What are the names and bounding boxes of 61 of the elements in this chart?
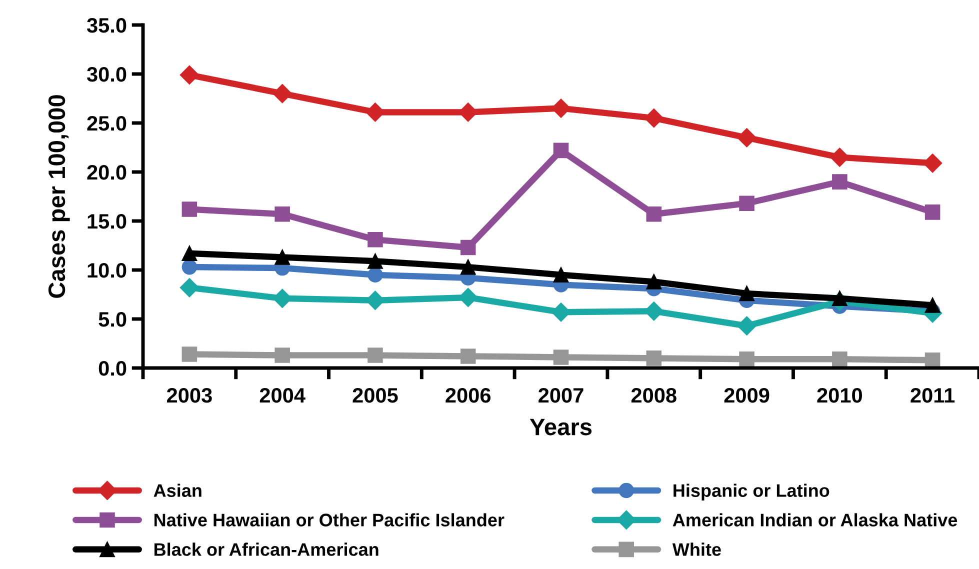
point <box>180 278 199 298</box>
point <box>739 352 754 367</box>
legend-label: White <box>672 542 721 556</box>
y-tick-label: 5.0 <box>98 312 126 327</box>
point <box>180 65 199 85</box>
point <box>646 350 662 366</box>
x-tick-label: 2003 <box>166 388 212 403</box>
x-tick-label: 2011 <box>910 388 955 403</box>
point <box>460 348 476 364</box>
point <box>460 259 476 275</box>
x-tick-label: 2006 <box>446 388 491 403</box>
point <box>368 267 383 283</box>
point <box>832 174 848 190</box>
point <box>924 204 940 220</box>
legend-label: Black or African-American <box>154 542 378 556</box>
legend-label: American Indian or Alaska Native <box>672 513 958 526</box>
point <box>272 84 292 104</box>
y-tick-label: 20.0 <box>87 165 126 180</box>
point <box>646 206 662 222</box>
point <box>739 286 754 302</box>
x-axis-title: Years <box>530 418 592 436</box>
point <box>644 108 664 128</box>
y-tick-label: 25.0 <box>87 116 126 131</box>
point <box>924 298 940 313</box>
point <box>646 274 662 290</box>
point <box>274 250 290 265</box>
point <box>182 346 198 362</box>
x-tick-label: 2005 <box>352 388 398 403</box>
point <box>737 128 756 148</box>
x-tick-label: 2007 <box>538 388 584 403</box>
legend-label: Asian <box>154 484 202 497</box>
legend-label: Native Hawaiian or Other Pacific Islander <box>154 513 504 526</box>
y-tick-label: 35.0 <box>86 18 126 33</box>
point <box>368 232 383 248</box>
y-tick-label: 0.0 <box>98 361 126 376</box>
point <box>182 246 198 261</box>
point <box>553 267 569 283</box>
point <box>460 240 476 256</box>
point <box>924 352 940 368</box>
point <box>923 154 942 173</box>
point <box>182 259 198 275</box>
point <box>553 350 569 365</box>
point <box>739 196 754 211</box>
point <box>274 348 290 363</box>
legend-label: Hispanic or Latino <box>674 484 830 501</box>
point <box>737 316 756 336</box>
y-tick-label: 15.0 <box>88 214 126 229</box>
y-tick-label: 30.0 <box>86 67 126 82</box>
x-tick-label: 2008 <box>631 388 676 403</box>
x-tick-label: 2010 <box>817 388 862 403</box>
point <box>368 348 383 363</box>
point <box>832 352 848 367</box>
y-axis-title: Cases per 100,000 <box>48 95 70 298</box>
y-tick-label: 10.0 <box>88 263 126 278</box>
x-tick-label: 2009 <box>724 388 770 403</box>
point <box>553 142 569 158</box>
point <box>182 202 198 217</box>
point <box>368 254 383 269</box>
point <box>832 290 848 306</box>
point <box>274 206 290 222</box>
x-tick-label: 2004 <box>260 388 306 403</box>
